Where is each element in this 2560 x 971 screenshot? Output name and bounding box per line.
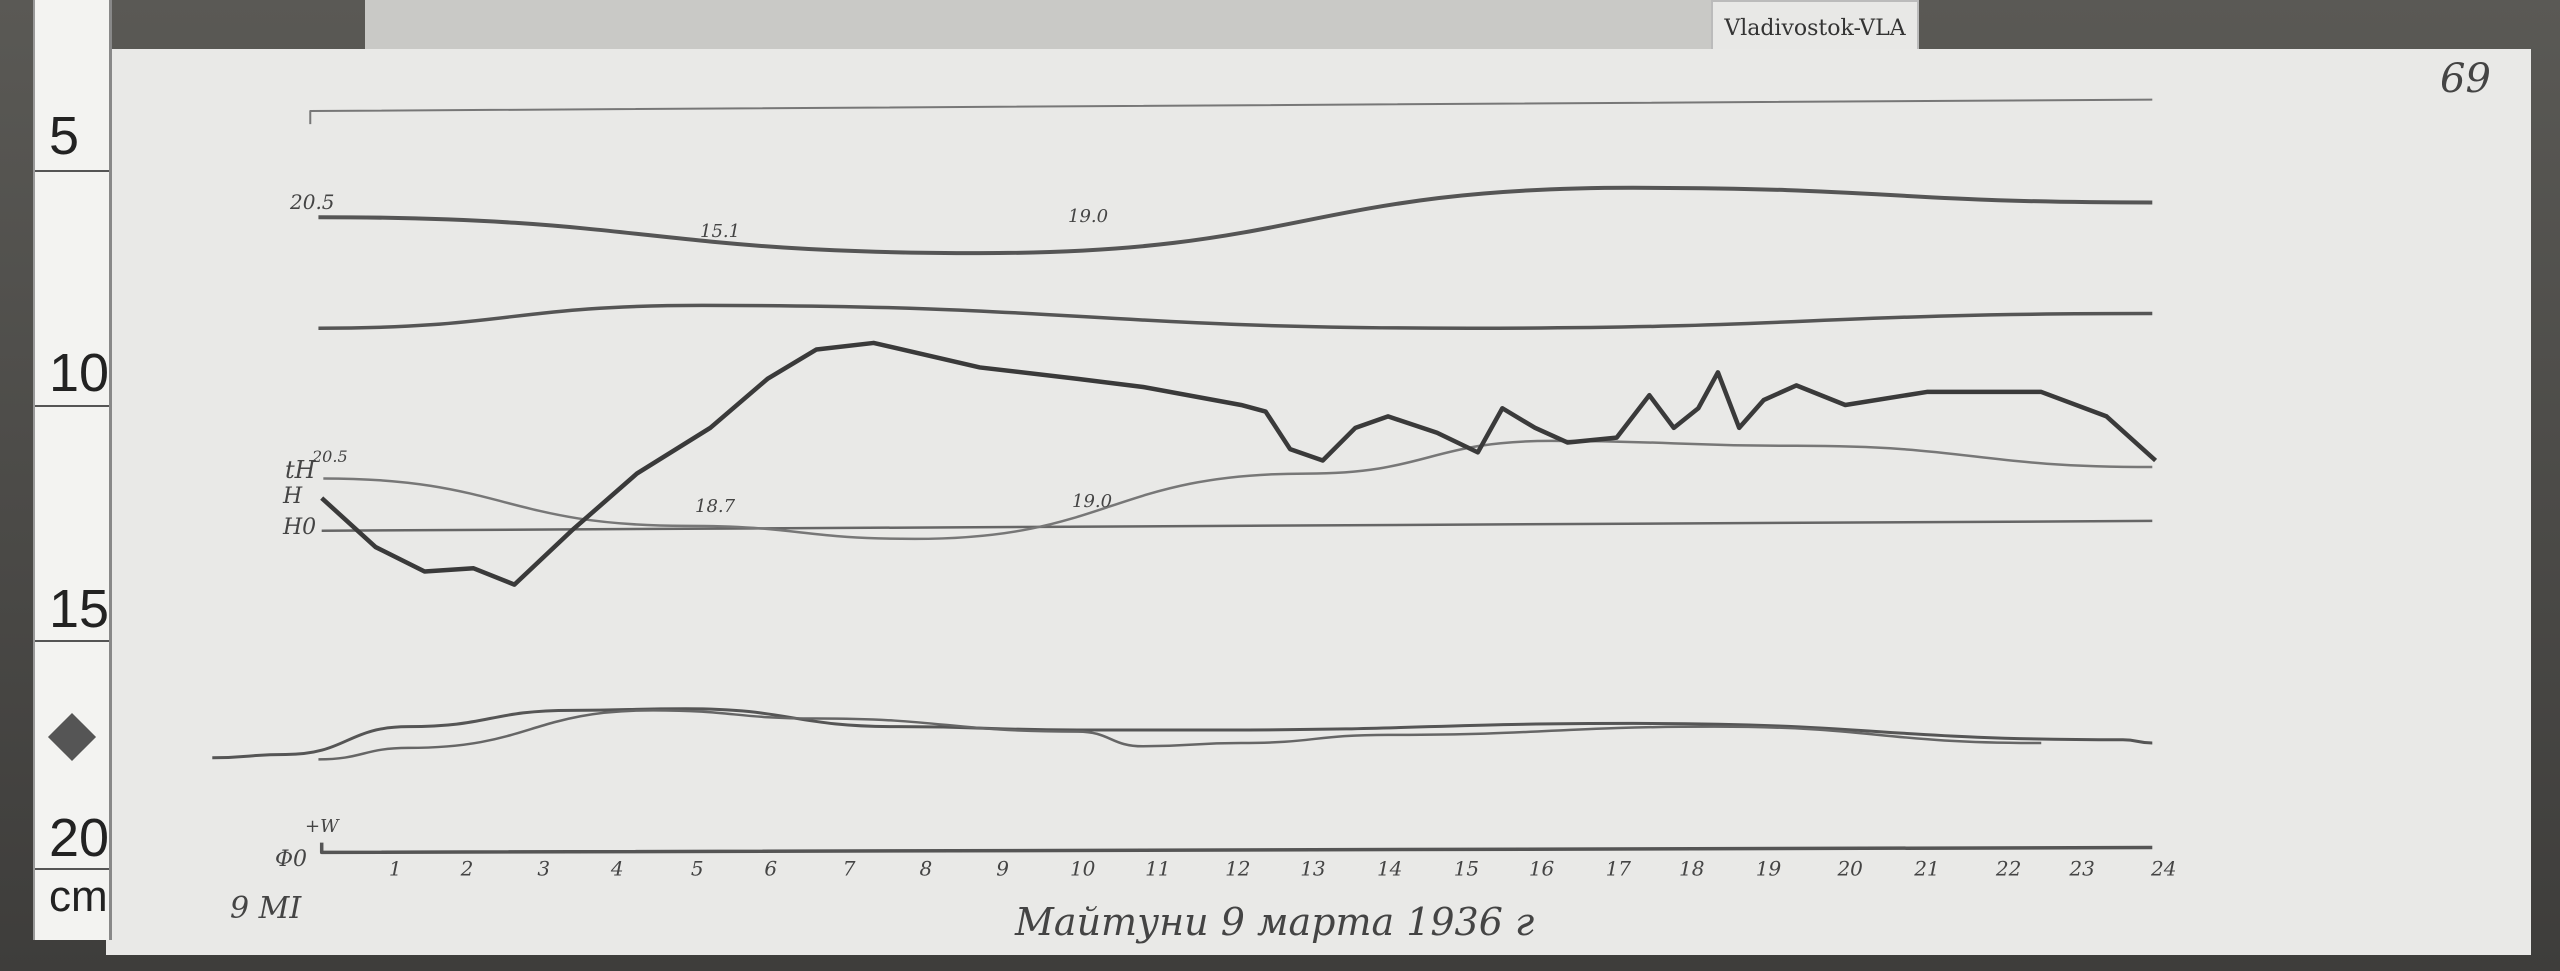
station-label: Vladivostok-VLA [1724, 16, 1906, 41]
w-label: +W [305, 816, 340, 837]
hour-label: 23 [2068, 856, 2094, 880]
ruler-mark: 15 [49, 579, 110, 639]
hour-label: 12 [1225, 856, 1250, 880]
hour-label: 14 [1377, 856, 1402, 880]
hour-label: 13 [1300, 856, 1325, 880]
hour-label: 11 [1145, 856, 1170, 880]
hour-label: 4 [610, 856, 624, 880]
hour-label: 15 [1454, 856, 1479, 880]
hour-label: 5 [691, 856, 704, 880]
hour-label: 3 [537, 856, 550, 880]
ruler-mark: 5 [49, 106, 80, 166]
hour-label: 7 [843, 856, 856, 880]
trace-label: 15.1 [700, 221, 740, 242]
hour-label: 10 [1070, 856, 1096, 880]
baseline-label: Φ0 [275, 847, 307, 872]
hour-label: 2 [460, 856, 474, 880]
hour-label: 24 [2150, 856, 2176, 880]
ruler-mark: 20 [49, 808, 110, 868]
h0-label: H0 [282, 515, 316, 540]
hour-label: 20 [1836, 856, 1863, 880]
corner-note: 9 MI [230, 891, 302, 926]
trace-label: 18.7 [695, 496, 736, 517]
ruler: 5 10 15 20 cm [33, 0, 112, 940]
th-label: tH [285, 456, 317, 484]
th-trace [323, 439, 2153, 541]
top-baseline [309, 98, 2153, 125]
time-axis [319, 842, 2153, 855]
hour-label: 18 [1679, 856, 1704, 880]
h-label: H [282, 484, 303, 509]
hour-label: 22 [1995, 856, 2021, 880]
caption: Майтуни 9 марта 1936 г [1014, 900, 1534, 944]
hour-label: 8 [920, 856, 933, 880]
z-trace [318, 303, 2153, 330]
hour-label: 1 [389, 856, 402, 880]
hour-label: 6 [764, 856, 777, 880]
h-trace [320, 340, 2158, 587]
h0-baseline [321, 519, 2153, 532]
trace-label: 20.5 [289, 190, 335, 214]
hour-label: 9 [996, 856, 1009, 880]
temperature-trace [318, 185, 2153, 256]
hour-label: 16 [1529, 856, 1555, 880]
hour-label: 17 [1606, 856, 1632, 880]
d-trace-2 [318, 709, 2042, 761]
trace-label: 19.0 [1072, 491, 1112, 512]
magnetogram-paper [106, 49, 2531, 955]
ruler-mark: 10 [49, 343, 110, 403]
page-number: 69 [2440, 56, 2491, 102]
trace-label: 19.0 [1068, 206, 1108, 227]
trace-label: 20.5 [311, 447, 348, 466]
hour-label: 21 [1913, 856, 1939, 880]
ruler-unit: cm [49, 872, 108, 921]
hour-label: 19 [1756, 856, 1782, 880]
